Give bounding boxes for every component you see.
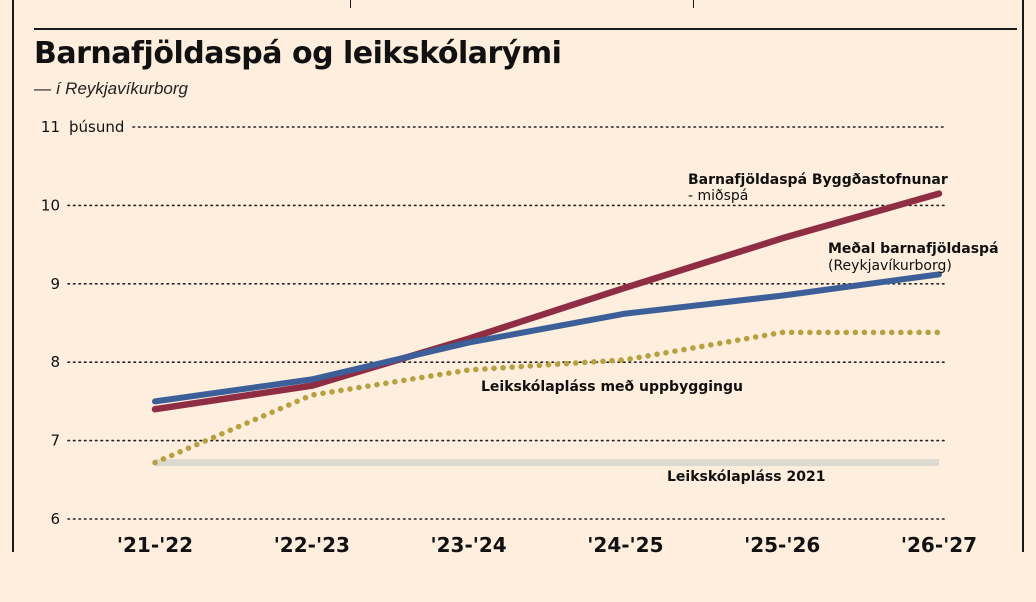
series-line-reykjavik xyxy=(152,271,942,405)
chart-title: Barnafjöldaspá og leikskólarými xyxy=(34,36,562,71)
series-line-uppbygging xyxy=(152,329,942,466)
gridlines xyxy=(67,126,945,520)
series-label-plass2021: Leikskólapláss 2021 xyxy=(667,469,825,485)
y-tick-label: 7 xyxy=(50,432,60,450)
x-tick-label: '25-'26 xyxy=(744,533,820,557)
top-divider-tick xyxy=(350,0,351,8)
x-axis-ticks: '21-'22 '22-'23 '23-'24 '24-'25 '25-'26 '26-'… xyxy=(117,533,977,557)
series-annotations: Barnafjöldaspá Byggðastofnunar- miðspá Me… xyxy=(481,172,999,485)
chart-subtitle: — í Reykjavíkurborg xyxy=(34,79,188,98)
y-tick-label: 6 xyxy=(50,510,60,528)
series-label-reykjavik: Meðal barnafjöldaspá xyxy=(828,241,999,257)
y-unit-label: þúsund xyxy=(69,118,124,136)
series-lines xyxy=(151,190,943,467)
y-tick-label: 11 xyxy=(41,118,60,136)
frame-right-border xyxy=(1022,0,1024,552)
y-tick-label: 8 xyxy=(50,353,60,371)
y-axis-ticks: 6 7 8 9 10 11 þúsund xyxy=(41,118,124,528)
series-label-byggdastofnun: - miðspá xyxy=(688,188,748,204)
frame-left-border xyxy=(12,0,14,552)
y-tick-label: 9 xyxy=(50,275,60,293)
top-rule xyxy=(34,28,1017,30)
x-tick-label: '24-'25 xyxy=(587,533,663,557)
x-tick-label: '23-'24 xyxy=(430,533,506,557)
x-tick-label: '26-'27 xyxy=(901,533,977,557)
top-divider-tick xyxy=(693,0,694,8)
series-line-byggdastofnun xyxy=(151,190,943,413)
series-label-reykjavik: (Reykjavíkurborg) xyxy=(828,258,952,274)
series-label-byggdastofnun: Barnafjöldaspá Byggðastofnunar xyxy=(688,172,948,188)
series-label-uppbygging: Leikskólapláss með uppbyggingu xyxy=(481,379,743,395)
x-tick-label: '21-'22 xyxy=(117,533,193,557)
y-tick-label: 10 xyxy=(41,196,60,214)
x-tick-label: '22-'23 xyxy=(274,533,350,557)
